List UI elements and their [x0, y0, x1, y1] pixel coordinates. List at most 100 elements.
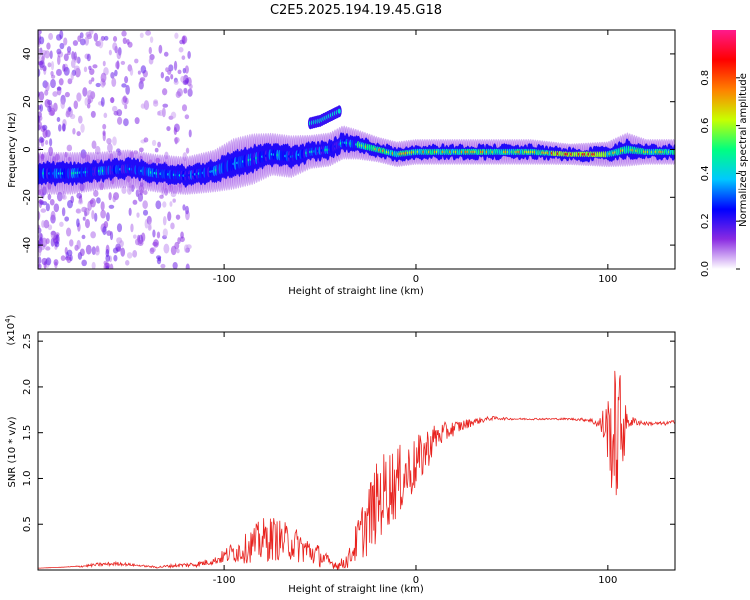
spectrogram-noise-cell — [93, 32, 99, 42]
spectrogram-noise-cell — [158, 109, 164, 117]
spectrogram-noise-cell — [85, 31, 92, 38]
spectrogram-noise-cell — [76, 208, 81, 214]
figure-title: C2E5.2025.194.19.45.G18 — [270, 3, 442, 18]
spectrogram-noise-cell — [121, 83, 127, 88]
spectrogram-noise-cell — [60, 255, 66, 262]
spectrogram-noise-cell — [135, 189, 140, 197]
y-tick-label: -20 — [22, 189, 33, 205]
spectrogram-noise-cell — [173, 136, 180, 144]
spectrogram-noise-cell — [167, 211, 172, 222]
spectrogram-noise-cell — [167, 69, 172, 75]
y-tick-label: 0.5 — [22, 516, 33, 532]
spectrogram-noise-cell — [166, 126, 171, 132]
spectrogram-noise-cell — [123, 118, 129, 127]
spectrogram-noise-cell — [183, 87, 188, 94]
spectrogram-noise-cell — [59, 42, 65, 50]
spectrogram-noise-cell — [180, 231, 184, 239]
spectrogram-noise-cell — [47, 193, 52, 201]
spectrogram-x-label: Height of straight line (km) — [288, 286, 424, 297]
spectrogram-noise-cell — [120, 60, 126, 65]
spectrogram-noise-cell — [108, 192, 112, 201]
x-tick-label: 0 — [413, 575, 419, 586]
spectrogram-noise-cell — [66, 144, 73, 152]
colorbar-strip — [712, 30, 736, 269]
spectrogram-noise-cell — [124, 104, 128, 110]
spectrogram-y-ticks: -40 -20 0 20 40 — [22, 48, 675, 253]
spectrogram-noise-cell — [155, 200, 162, 210]
spectrogram-noise-cell — [76, 218, 80, 228]
spectrogram-noise-cell — [163, 51, 169, 57]
spectrogram-noise-cell — [53, 259, 59, 266]
spectrogram-noise-cell — [54, 241, 60, 248]
spectrogram-noise-cell — [189, 84, 193, 89]
spectrogram-noise-cell — [43, 219, 50, 229]
spectrogram-noise-cell — [134, 238, 140, 246]
y-tick-label: -40 — [22, 237, 33, 253]
snr-series-line — [38, 370, 675, 570]
spectrogram-noise-cell — [83, 66, 88, 73]
spectrogram-noise-cell — [105, 254, 111, 262]
spectrogram-noise-cell — [148, 57, 154, 65]
spectrogram-noise-cell — [162, 103, 169, 108]
snr-y-ticks: 0.5 1.0 1.5 2.0 2.5 — [22, 333, 675, 532]
spectrogram-noise-cell — [50, 230, 57, 239]
spectrogram-noise-cell — [44, 81, 50, 92]
spectrogram-noise-cell — [73, 51, 77, 61]
spectrogram-noise-cell — [95, 82, 101, 88]
spectrogram-noise-cell — [136, 212, 140, 218]
spectrogram-noise-cell — [114, 69, 118, 77]
spectrogram-noise-cell — [38, 263, 42, 269]
snr-x-label: Height of straight line (km) — [288, 584, 424, 595]
spectrogram-noise-cell — [161, 88, 168, 96]
spectrogram-noise-cell — [38, 199, 44, 204]
spectrogram-noise-cell — [139, 32, 144, 39]
spectrogram-noise-cell — [48, 109, 55, 116]
spectrogram-noise-cell — [115, 243, 121, 252]
spectrogram-y-label: Frequency (Hz) — [7, 112, 18, 188]
spectrogram-noise-cell — [187, 50, 191, 59]
spectrogram-noise-cell — [41, 257, 48, 266]
spectrogram-noise-cell — [56, 117, 61, 122]
spectrogram-noise-cell — [67, 51, 71, 56]
spectrogram-noise-cell — [52, 91, 58, 97]
spectrogram-noise-cell — [44, 98, 51, 108]
spectrogram-noise-cell — [49, 138, 53, 147]
spectrogram-noise-cell — [106, 137, 112, 145]
spectrogram-noise-cell — [145, 30, 152, 36]
spectrogram-noise-cell — [168, 64, 174, 72]
spectrogram-noise-cell — [92, 64, 98, 69]
spectrogram-noise-cell — [73, 100, 79, 110]
spectrogram-noise-cell — [102, 226, 107, 236]
spectrogram-noise-cell — [46, 42, 51, 50]
spectrogram-noise-cell — [58, 124, 62, 132]
spectrogram-noise-cell — [38, 30, 41, 38]
spectrogram-marks — [38, 30, 675, 269]
spectrogram-noise-cell — [142, 200, 148, 209]
spectrogram-noise-cell — [66, 46, 72, 53]
spectrogram-noise-cell — [102, 123, 107, 130]
spectrogram-noise-cell — [69, 239, 74, 247]
spectrogram-noise-cell — [177, 69, 182, 75]
spectrogram-noise-cell — [174, 32, 179, 39]
spectrogram-noise-cell — [60, 99, 66, 110]
spectrogram-noise-cell — [149, 247, 155, 255]
spectrogram-noise-cell — [125, 84, 130, 95]
spectrogram-noise-cell — [152, 100, 159, 107]
spectrogram-noise-cell — [38, 224, 41, 230]
spectrogram-noise-cell — [175, 214, 181, 220]
spectrogram-noise-cell — [76, 239, 81, 250]
spectrogram-noise-cell — [86, 103, 91, 109]
spectrogram-noise-cell — [134, 58, 139, 64]
spectrogram-noise-cell — [81, 234, 86, 240]
spectrogram-noise-cell — [178, 47, 184, 53]
spectrogram-noise-cell — [94, 212, 98, 222]
spectrogram-noise-cell — [84, 36, 89, 46]
spectrogram-noise-cell — [132, 199, 138, 205]
spectrogram-noise-cell — [68, 106, 72, 112]
spectrogram-noise-cell — [38, 68, 41, 77]
spectrogram-noise-cell — [59, 30, 64, 40]
spectrogram-noise-cell — [182, 204, 186, 211]
spectrogram-noise-cell — [38, 115, 41, 124]
spectrogram-noise-cell — [76, 131, 81, 137]
spectrogram-noise-cell — [187, 88, 193, 97]
